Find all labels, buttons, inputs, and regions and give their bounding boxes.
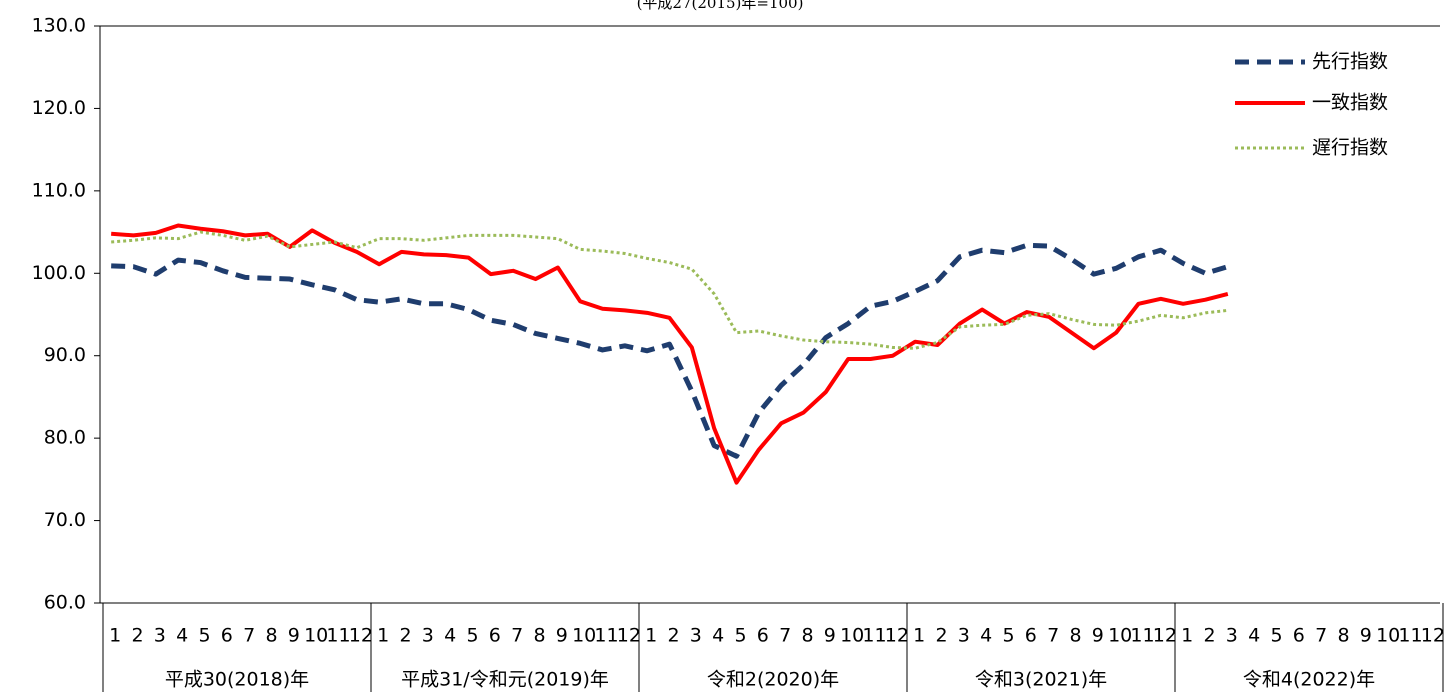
x-tick-label: 7	[511, 625, 523, 647]
x-tick-label: 4	[712, 625, 724, 647]
y-tick-label: 80.0	[44, 427, 86, 449]
y-tick-label: 90.0	[44, 344, 86, 366]
x-tick-label: 6	[1025, 625, 1037, 647]
legend-label: 遅行指数	[1312, 137, 1388, 159]
x-tick-label: 11	[594, 625, 618, 647]
x-tick-label: 11	[1398, 625, 1422, 647]
x-group-label: 令和2(2020)年	[707, 669, 839, 691]
x-tick-label: 8	[801, 625, 813, 647]
x-tick-label: 9	[288, 625, 300, 647]
x-tick-label: 6	[757, 625, 769, 647]
x-tick-label: 4	[980, 625, 992, 647]
x-tick-label: 12	[1421, 625, 1445, 647]
x-tick-label: 10	[1376, 625, 1400, 647]
x-tick-label: 4	[176, 625, 188, 647]
x-tick-label: 3	[690, 625, 702, 647]
x-tick-label: 1	[913, 625, 925, 647]
x-tick-label: 5	[734, 625, 746, 647]
x-tick-label: 5	[1270, 625, 1282, 647]
x-tick-label: 12	[885, 625, 909, 647]
x-tick-label: 12	[349, 625, 373, 647]
x-tick-label: 6	[1293, 625, 1305, 647]
x-tick-label: 7	[1047, 625, 1059, 647]
legend-label: 一致指数	[1312, 92, 1388, 114]
y-tick-label: 70.0	[44, 509, 86, 531]
x-tick-label: 5	[466, 625, 478, 647]
y-tick-label: 110.0	[32, 179, 86, 201]
x-group-label: 平成30(2018)年	[165, 669, 309, 691]
x-tick-label: 11	[862, 625, 886, 647]
x-tick-label: 9	[1360, 625, 1372, 647]
x-tick-label: 10	[572, 625, 596, 647]
x-tick-label: 2	[1203, 625, 1215, 647]
series-line	[111, 242, 1229, 459]
x-tick-label: 1	[109, 625, 121, 647]
series-line	[111, 230, 1228, 350]
y-tick-label: 100.0	[32, 262, 86, 284]
x-tick-label: 10	[840, 625, 864, 647]
x-tick-label: 9	[824, 625, 836, 647]
x-tick-label: 7	[1315, 625, 1327, 647]
x-tick-label: 1	[645, 625, 657, 647]
x-tick-label: 8	[1337, 625, 1349, 647]
x-tick-label: 3	[1226, 625, 1238, 647]
x-tick-label: 2	[935, 625, 947, 647]
x-tick-label: 2	[399, 625, 411, 647]
x-tick-label: 4	[1248, 625, 1260, 647]
x-tick-label: 8	[265, 625, 277, 647]
x-tick-label: 6	[489, 625, 501, 647]
y-tick-label: 120.0	[32, 97, 86, 119]
x-tick-label: 10	[1108, 625, 1132, 647]
x-tick-label: 9	[1092, 625, 1104, 647]
x-tick-label: 3	[958, 625, 970, 647]
y-tick-label: 60.0	[44, 592, 86, 614]
x-group-label: 令和4(2022)年	[1243, 669, 1375, 691]
y-tick-label: 130.0	[32, 15, 86, 37]
x-tick-label: 1	[1181, 625, 1193, 647]
x-tick-label: 8	[533, 625, 545, 647]
x-tick-label: 5	[198, 625, 210, 647]
x-tick-label: 6	[221, 625, 233, 647]
x-tick-label: 12	[617, 625, 641, 647]
x-tick-label: 2	[131, 625, 143, 647]
x-group-label: 令和3(2021)年	[975, 669, 1107, 691]
x-tick-label: 3	[422, 625, 434, 647]
x-tick-label: 11	[326, 625, 350, 647]
x-tick-label: 9	[556, 625, 568, 647]
chart-title: (平成27(2015)年=100)	[637, 0, 804, 12]
x-tick-label: 4	[444, 625, 456, 647]
x-group-label: 平成31/令和元(2019)年	[401, 669, 609, 691]
x-tick-label: 7	[779, 625, 791, 647]
x-tick-label: 2	[667, 625, 679, 647]
legend-label: 先行指数	[1312, 51, 1388, 73]
x-tick-label: 1	[377, 625, 389, 647]
x-tick-label: 8	[1069, 625, 1081, 647]
x-tick-label: 3	[154, 625, 166, 647]
x-tick-label: 5	[1002, 625, 1014, 647]
x-tick-label: 7	[243, 625, 255, 647]
x-tick-label: 11	[1130, 625, 1154, 647]
x-tick-label: 12	[1153, 625, 1177, 647]
x-tick-label: 10	[304, 625, 328, 647]
